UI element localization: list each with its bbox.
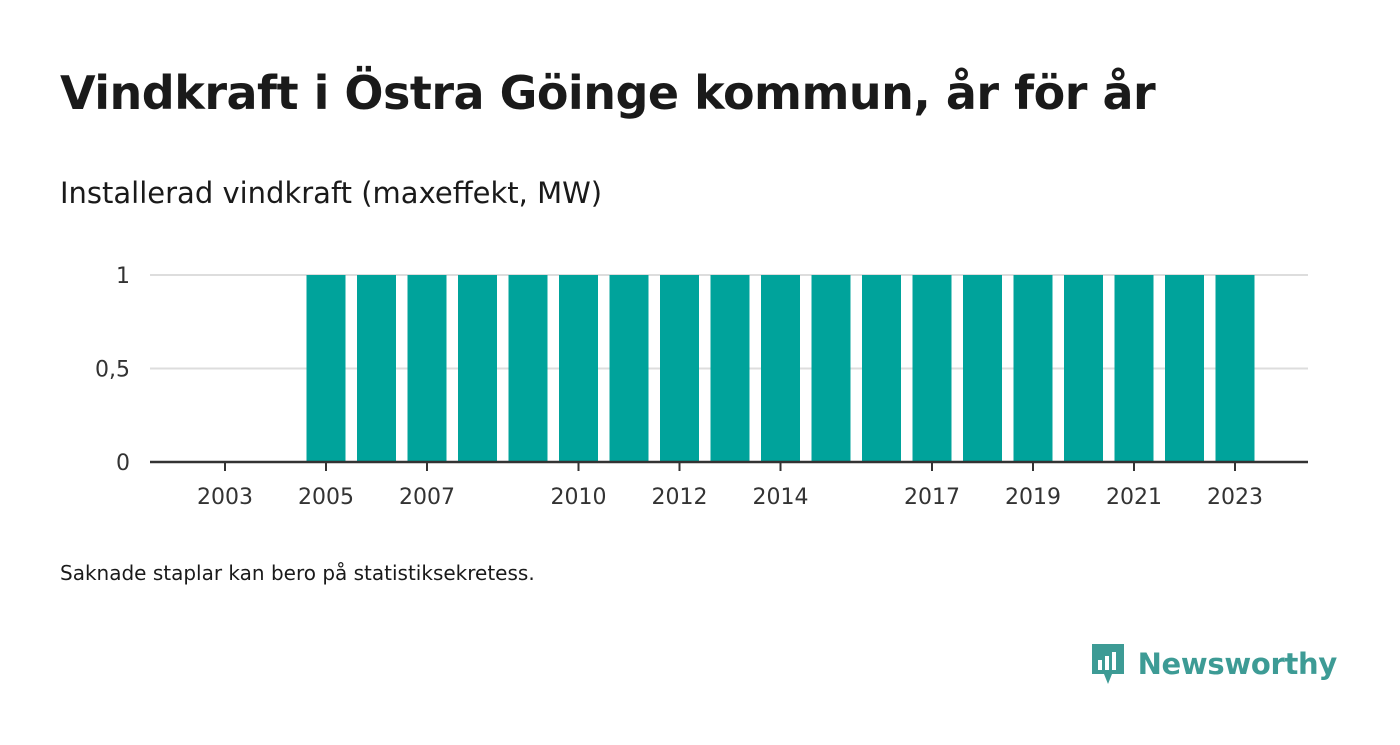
bar-2012 xyxy=(660,275,699,462)
x-tick-label: 2012 xyxy=(652,485,708,510)
x-tick-label: 2017 xyxy=(904,485,960,510)
bar-chart: 0 0,5 1 2003 2005 2007 2010 2012 2014 2017 2019 202… xyxy=(95,264,1308,510)
x-tick-label: 2007 xyxy=(399,485,455,510)
bar-2018 xyxy=(963,275,1002,462)
y-tick-label: 0,5 xyxy=(95,358,130,383)
brand-logo: Newsworthy xyxy=(1090,642,1337,686)
bar-2006 xyxy=(357,275,396,462)
footnote: Saknade staplar kan bero på statistiksek… xyxy=(60,561,535,585)
bars xyxy=(306,275,1255,462)
bar-2007 xyxy=(407,275,447,462)
chart-subtitle: Installerad vindkraft (maxeffekt, MW) xyxy=(60,176,603,210)
bar-2008 xyxy=(458,275,497,462)
bar-2019 xyxy=(1013,275,1053,462)
x-tick-label: 2010 xyxy=(551,485,607,510)
x-tick-label: 2014 xyxy=(753,485,809,510)
bar-2023 xyxy=(1215,275,1255,462)
x-tick-label: 2003 xyxy=(197,485,253,510)
bar-2017 xyxy=(912,275,952,462)
x-tick-label: 2021 xyxy=(1106,485,1162,510)
x-tick-label: 2005 xyxy=(298,485,354,510)
brand-name: Newsworthy xyxy=(1137,647,1338,681)
bar-2020 xyxy=(1064,275,1103,462)
newsworthy-logo-icon xyxy=(1091,644,1124,684)
bar-2013 xyxy=(710,275,750,462)
bar-2022 xyxy=(1165,275,1204,462)
axes: 0 0,5 1 2003 2005 2007 2010 2012 2014 2017 2019 202… xyxy=(95,264,1308,510)
bar-2014 xyxy=(761,275,800,462)
bar-2010 xyxy=(559,275,598,462)
chart-title: Vindkraft i Östra Göinge kommun, år för … xyxy=(60,66,1156,120)
y-tick-label: 0 xyxy=(116,451,130,476)
bar-2015 xyxy=(811,275,851,462)
bar-2005 xyxy=(306,275,346,462)
y-tick-label: 1 xyxy=(116,264,130,289)
bar-2021 xyxy=(1114,275,1154,462)
x-tick-label: 2023 xyxy=(1207,485,1263,510)
bar-2009 xyxy=(508,275,548,462)
bar-2016 xyxy=(862,275,901,462)
bar-2011 xyxy=(609,275,649,462)
x-tick-label: 2019 xyxy=(1005,485,1061,510)
